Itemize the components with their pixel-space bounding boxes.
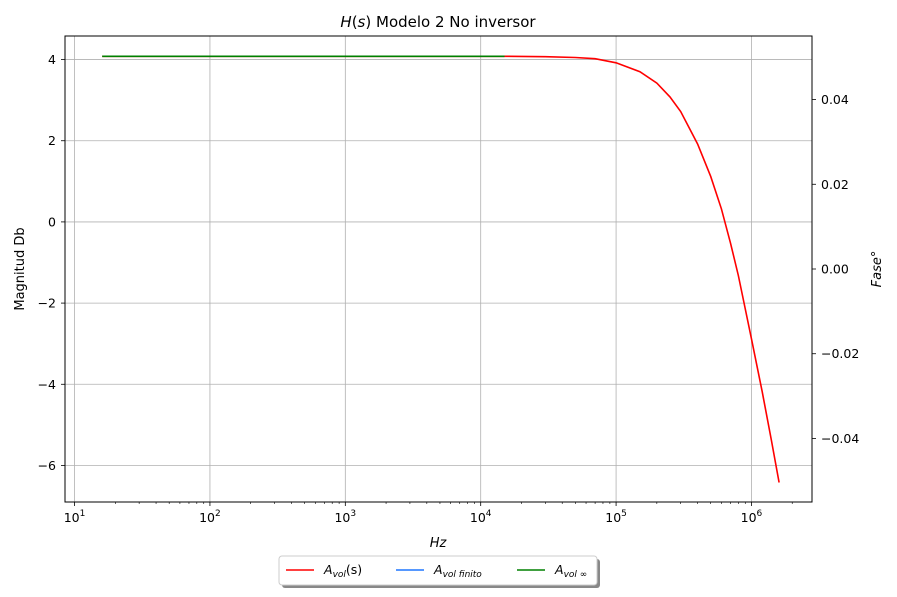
y2-tick-label: 0.04 bbox=[821, 92, 849, 107]
x-tick-label: 102 bbox=[199, 509, 221, 525]
legend-entry: Avol finito bbox=[433, 562, 482, 580]
y-axis: 4 2 0 −2 −4 −6 bbox=[38, 52, 65, 473]
title-var: s bbox=[358, 13, 366, 31]
y2-tick-label: 0.02 bbox=[821, 177, 849, 192]
grid bbox=[65, 36, 812, 502]
y-tick-label: 4 bbox=[48, 52, 56, 67]
x-tick-label: 105 bbox=[605, 509, 627, 525]
y2-tick-label: 0.00 bbox=[821, 262, 849, 277]
y2-tick-label: −0.02 bbox=[821, 346, 859, 361]
x-tick-label: 104 bbox=[470, 509, 492, 525]
y2-tick-label: −0.04 bbox=[821, 431, 859, 446]
x-axis-label: Hz bbox=[430, 536, 448, 551]
x-tick-label: 101 bbox=[64, 509, 86, 525]
legend-entry: Avol ∞ bbox=[554, 562, 587, 580]
legend-entry: Avol(s) bbox=[323, 562, 362, 580]
y-tick-label: −2 bbox=[38, 296, 56, 311]
y-tick-label: −4 bbox=[38, 377, 56, 392]
series-group bbox=[102, 55, 780, 483]
legend: Avol(s) Avol finito Avol ∞ bbox=[278, 555, 600, 588]
legend-box bbox=[278, 555, 598, 586]
chart-title: H(s) Modelo 2 No inversor bbox=[340, 13, 536, 31]
title-func: H bbox=[340, 13, 351, 31]
y2-axis: 0.04 0.02 0.00 −0.02 −0.04 bbox=[812, 92, 859, 446]
title-paren-open: ( bbox=[352, 13, 358, 31]
y2-axis-label: Fase° bbox=[870, 251, 885, 288]
y-tick-label: 2 bbox=[48, 133, 56, 148]
y-axis-label: Magnitud Db bbox=[13, 227, 28, 310]
y-tick-label: −6 bbox=[38, 458, 56, 473]
x-axis: 101 102 103 104 105 106 bbox=[64, 502, 793, 525]
x-tick-label: 106 bbox=[741, 509, 763, 525]
y-tick-label: 0 bbox=[48, 214, 56, 229]
title-rest: Modelo 2 No inversor bbox=[371, 13, 536, 31]
x-tick-label: 103 bbox=[334, 509, 356, 525]
title-paren-close: ) bbox=[365, 13, 371, 31]
